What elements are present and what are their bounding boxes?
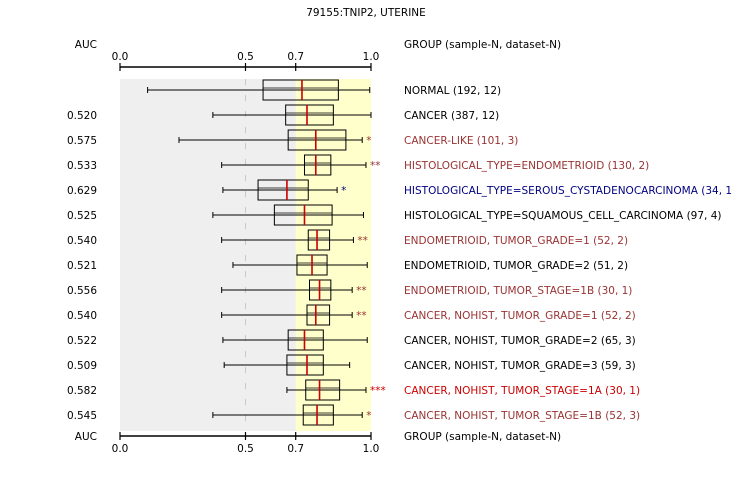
auc-value: 0.521 bbox=[67, 260, 97, 272]
group-label: CANCER, NOHIST, TUMOR_GRADE=2 (65, 3) bbox=[404, 335, 636, 347]
significance-stars: ** bbox=[357, 235, 368, 247]
group-label: CANCER, NOHIST, TUMOR_GRADE=3 (59, 3) bbox=[404, 360, 636, 372]
iqr-box bbox=[273, 204, 333, 226]
tick-label: 0.0 bbox=[112, 443, 129, 455]
iqr-box bbox=[306, 304, 331, 326]
significance-stars: ** bbox=[356, 285, 367, 297]
significance-stars: *** bbox=[370, 385, 386, 397]
group-label: NORMAL (192, 12) bbox=[404, 85, 501, 97]
box-row: 0.521 ENDOMETRIOID, TUMOR_GRADE=2 (51, 2) bbox=[67, 254, 628, 276]
iqr-box bbox=[285, 104, 334, 126]
box-row: ** 0.540 CANCER, NOHIST, TUMOR_GRADE=1 (52… bbox=[67, 304, 636, 326]
group-label: HISTOLOGICAL_TYPE=SQUAMOUS_CELL_CARCINOM… bbox=[404, 210, 721, 222]
iqr-box bbox=[286, 354, 324, 376]
box-row: 0.520 CANCER (387, 12) bbox=[67, 104, 499, 126]
significance-stars: ** bbox=[356, 310, 367, 322]
group-label: CANCER-LIKE (101, 3) bbox=[404, 135, 518, 147]
auc-value: 0.522 bbox=[67, 335, 97, 347]
auc-value: 0.545 bbox=[67, 410, 97, 422]
tick-label: 1.0 bbox=[363, 51, 380, 63]
box-row: * 0.575 CANCER-LIKE (101, 3) bbox=[67, 129, 518, 151]
auc-value: 0.582 bbox=[67, 385, 97, 397]
auc-value: 0.575 bbox=[67, 135, 97, 147]
box-row: * 0.629 HISTOLOGICAL_TYPE=SEROUS_CYSTADENO… bbox=[67, 179, 732, 201]
tick-label: 0.7 bbox=[287, 51, 304, 63]
auc-value: 0.629 bbox=[67, 185, 97, 197]
auc-value: 0.540 bbox=[67, 310, 97, 322]
group-label: ENDOMETRIOID, TUMOR_STAGE=1B (30, 1) bbox=[404, 285, 632, 297]
significance-stars: ** bbox=[370, 160, 381, 172]
auc-value: 0.520 bbox=[67, 110, 97, 122]
box-row: ** 0.540 ENDOMETRIOID, TUMOR_GRADE=1 (52, … bbox=[67, 229, 628, 251]
tick-label: 0.0 bbox=[112, 51, 129, 63]
box-row: * 0.545 CANCER, NOHIST, TUMOR_STAGE=1B (52… bbox=[67, 404, 640, 426]
tick-label: 0.5 bbox=[237, 51, 254, 63]
chart-title: 79155:TNIP2, UTERINE bbox=[306, 7, 426, 19]
auc-value: 0.525 bbox=[67, 210, 97, 222]
box-row: ** 0.556 ENDOMETRIOID, TUMOR_STAGE=1B (30,… bbox=[67, 279, 632, 301]
iqr-box bbox=[303, 154, 332, 176]
group-label: ENDOMETRIOID, TUMOR_GRADE=2 (51, 2) bbox=[404, 260, 628, 272]
iqr-box bbox=[287, 329, 324, 351]
iqr-box bbox=[257, 179, 309, 201]
group-label: CANCER, NOHIST, TUMOR_GRADE=1 (52, 2) bbox=[404, 310, 636, 322]
iqr-box bbox=[262, 79, 339, 101]
tick-label: 1.0 bbox=[363, 443, 380, 455]
auc-value: 0.533 bbox=[67, 160, 97, 172]
tick-label: 0.7 bbox=[287, 443, 304, 455]
iqr-box bbox=[307, 229, 331, 251]
group-label: ENDOMETRIOID, TUMOR_GRADE=1 (52, 2) bbox=[404, 235, 628, 247]
box-row: 0.525 HISTOLOGICAL_TYPE=SQUAMOUS_CELL_CAR… bbox=[67, 204, 721, 226]
box-row: 0.509 CANCER, NOHIST, TUMOR_GRADE=3 (59, … bbox=[67, 354, 636, 376]
tick-label: 0.5 bbox=[237, 443, 254, 455]
auc-value: 0.509 bbox=[67, 360, 97, 372]
group-label: HISTOLOGICAL_TYPE=ENDOMETRIOID (130, 2) bbox=[404, 160, 649, 172]
right-header-top: GROUP (sample-N, dataset-N) bbox=[404, 39, 561, 51]
significance-stars: * bbox=[366, 135, 371, 147]
auc-value: 0.540 bbox=[67, 235, 97, 247]
group-label: CANCER, NOHIST, TUMOR_STAGE=1B (52, 3) bbox=[404, 410, 640, 422]
auc-value: 0.556 bbox=[67, 285, 97, 297]
box-row: *** 0.582 CANCER, NOHIST, TUMOR_STAGE=1A (… bbox=[67, 379, 640, 401]
bottom-axis: 0.0 0.5 0.7 1.0 bbox=[112, 432, 380, 455]
significance-stars: * bbox=[366, 410, 371, 422]
significance-stars: * bbox=[341, 185, 346, 197]
left-header-top: AUC bbox=[75, 39, 97, 51]
left-header-bottom: AUC bbox=[75, 431, 97, 443]
right-header-bottom: GROUP (sample-N, dataset-N) bbox=[404, 431, 561, 443]
group-label: CANCER, NOHIST, TUMOR_STAGE=1A (30, 1) bbox=[404, 385, 640, 397]
iqr-box bbox=[305, 379, 341, 401]
box-row: 0.522 CANCER, NOHIST, TUMOR_GRADE=2 (65, … bbox=[67, 329, 636, 351]
group-label: HISTOLOGICAL_TYPE=SEROUS_CYSTADENOCARCIN… bbox=[404, 185, 732, 197]
iqr-box bbox=[287, 129, 347, 151]
iqr-box bbox=[302, 404, 334, 426]
box-row: NORMAL (192, 12) bbox=[147, 79, 501, 101]
group-label: CANCER (387, 12) bbox=[404, 110, 499, 122]
box-row: ** 0.533 HISTOLOGICAL_TYPE=ENDOMETRIOID (1… bbox=[67, 154, 649, 176]
top-axis: 0.0 0.5 0.7 1.0 bbox=[112, 51, 380, 71]
